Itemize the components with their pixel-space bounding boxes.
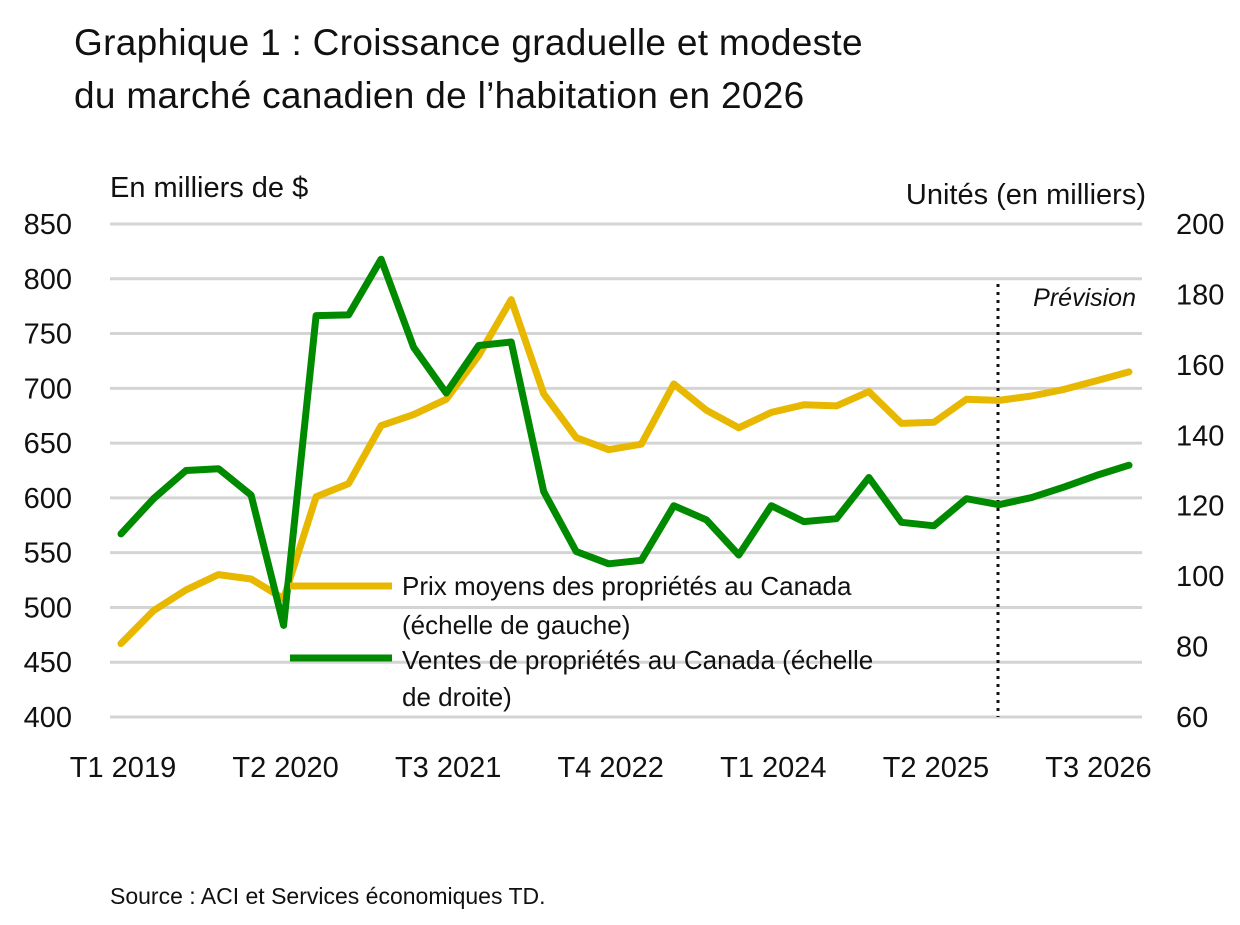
left-tick-label: 550 — [24, 538, 72, 570]
right-axis-title: Unités (en milliers) — [906, 179, 1146, 211]
right-tick-label: 120 — [1176, 491, 1224, 523]
source-note: Source : ACI et Services économiques TD. — [110, 883, 546, 909]
legend-label-prix-line-1: Prix moyens des propriétés au Canada — [402, 571, 852, 601]
left-tick-label: 400 — [24, 702, 72, 734]
left-tick-label: 700 — [24, 373, 72, 405]
right-tick-label: 100 — [1176, 561, 1224, 593]
x-tick-label: T3 2026 — [1045, 752, 1151, 784]
series-line-ventes — [117, 255, 1133, 629]
left-tick-label: 600 — [24, 483, 72, 515]
chart-title: Graphique 1 : Croissance graduelle et mo… — [74, 16, 1174, 122]
x-tick-label: T2 2025 — [883, 752, 989, 784]
left-tick-label: 450 — [24, 647, 72, 679]
right-axis-ticks: 60 80 100 120 140 160 180 200 — [1176, 209, 1224, 734]
title-line-1: Graphique 1 : Croissance graduelle et mo… — [74, 22, 863, 63]
left-axis-title: En milliers de $ — [110, 172, 308, 204]
legend-label-prix-line-2: (échelle de gauche) — [402, 610, 630, 640]
left-tick-label: 500 — [24, 592, 72, 624]
gridlines — [110, 222, 1142, 719]
right-tick-label: 80 — [1176, 632, 1208, 664]
right-tick-label: 200 — [1176, 209, 1224, 241]
legend-label-ventes-line-2: de droite) — [402, 682, 512, 712]
left-axis-ticks: 400 450 500 550 600 650 700 750 800 850 — [24, 209, 72, 734]
x-tick-label: T1 2019 — [70, 752, 176, 784]
x-tick-label: T2 2020 — [232, 752, 338, 784]
right-tick-label: 160 — [1176, 350, 1224, 382]
legend-label-ventes-line-1: Ventes de propriétés au Canada (échelle — [402, 645, 873, 675]
forecast-label: Prévision — [1033, 284, 1136, 312]
left-tick-label: 800 — [24, 264, 72, 296]
x-tick-label: T3 2021 — [395, 752, 501, 784]
right-tick-label: 140 — [1176, 420, 1224, 452]
left-tick-label: 650 — [24, 428, 72, 460]
legend: Prix moyens des propriétés au Canada (éc… — [290, 571, 873, 712]
x-tick-label: T1 2024 — [720, 752, 826, 784]
left-tick-label: 750 — [24, 319, 72, 351]
series-lines — [117, 255, 1133, 648]
right-tick-label: 60 — [1176, 702, 1208, 734]
title-line-2: du marché canadien de l’habitation en 20… — [74, 75, 805, 116]
x-axis-ticks: T1 2019 T2 2020 T3 2021 T4 2022 T1 2024 T2 20… — [70, 752, 1152, 784]
x-tick-label: T4 2022 — [558, 752, 664, 784]
right-tick-label: 180 — [1176, 279, 1224, 311]
left-tick-label: 850 — [24, 209, 72, 241]
